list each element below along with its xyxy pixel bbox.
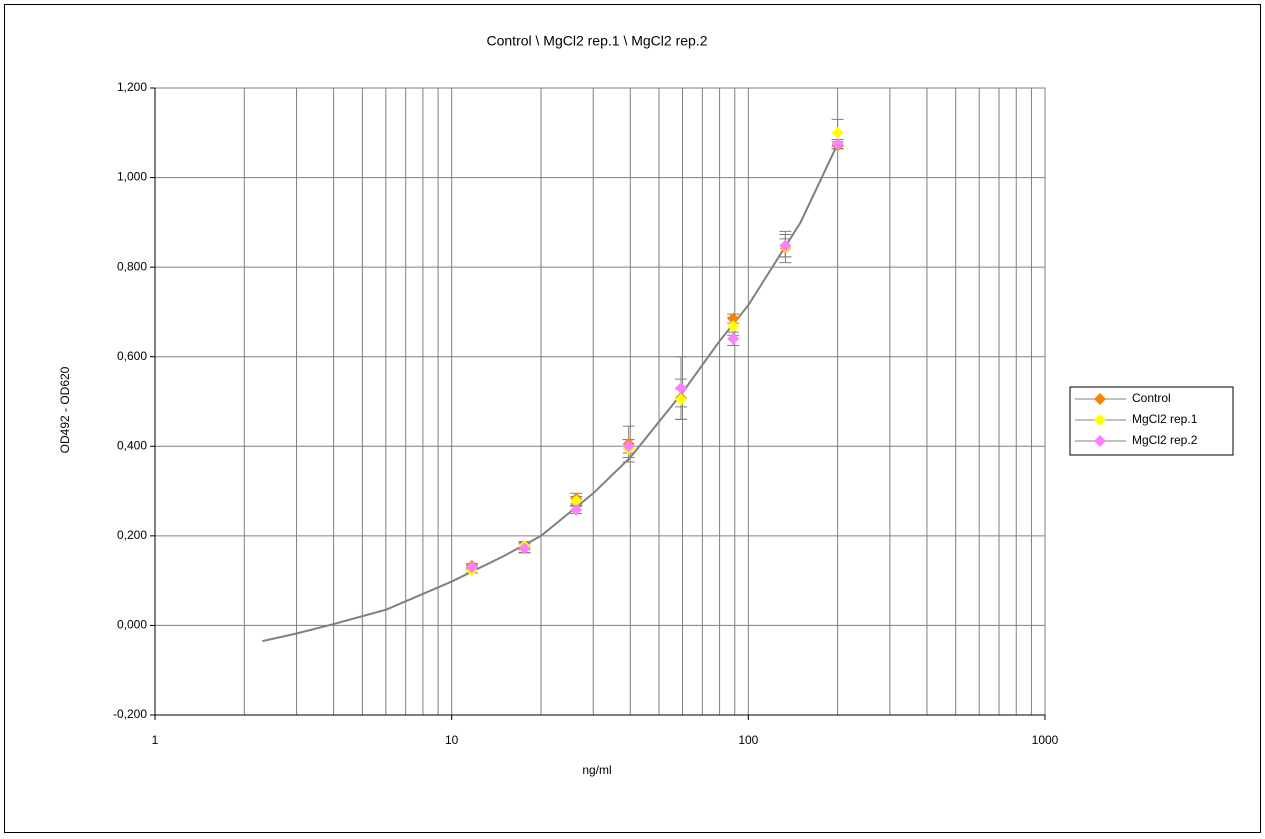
data-point <box>779 239 792 252</box>
x-tick-label: 100 <box>738 733 758 747</box>
x-tick-label: 1 <box>152 733 159 747</box>
legend-marker <box>1094 414 1106 426</box>
legend-marker <box>1094 435 1106 447</box>
data-point <box>622 440 635 453</box>
data-point <box>518 542 531 555</box>
y-axis-label: OD492 - OD620 <box>58 366 72 453</box>
data-point <box>570 494 583 507</box>
y-tick-label: 0,600 <box>117 349 147 363</box>
fit-curve <box>262 143 839 643</box>
legend-label: Control <box>1132 391 1171 405</box>
data-point <box>831 126 844 139</box>
chart-title: Control \ MgCl2 rep.1 \ MgCl2 rep.2 <box>487 33 708 49</box>
legend-label: MgCl2 rep.2 <box>1132 433 1198 447</box>
y-tick-label: 0,800 <box>117 259 147 273</box>
y-tick-label: 0,400 <box>117 438 147 452</box>
x-axis-label: ng/ml <box>582 763 611 777</box>
y-tick-label: 0,200 <box>117 528 147 542</box>
data-point <box>831 137 844 150</box>
data-point <box>727 312 740 325</box>
legend-marker <box>1094 393 1106 405</box>
data-point <box>465 561 478 574</box>
y-tick-label: -0,200 <box>113 707 147 721</box>
data-point <box>675 393 688 406</box>
y-tick-label: 0,000 <box>117 618 147 632</box>
data-point <box>727 332 740 345</box>
data-point <box>727 320 740 333</box>
data-point <box>570 503 583 516</box>
legend-label: MgCl2 rep.1 <box>1132 412 1198 426</box>
x-tick-label: 10 <box>445 733 459 747</box>
data-point <box>675 382 688 395</box>
plot-area <box>154 87 1046 716</box>
y-tick-label: 1,000 <box>117 170 147 184</box>
x-tick-label: 1000 <box>1032 733 1059 747</box>
y-tick-label: 1,200 <box>117 80 147 94</box>
